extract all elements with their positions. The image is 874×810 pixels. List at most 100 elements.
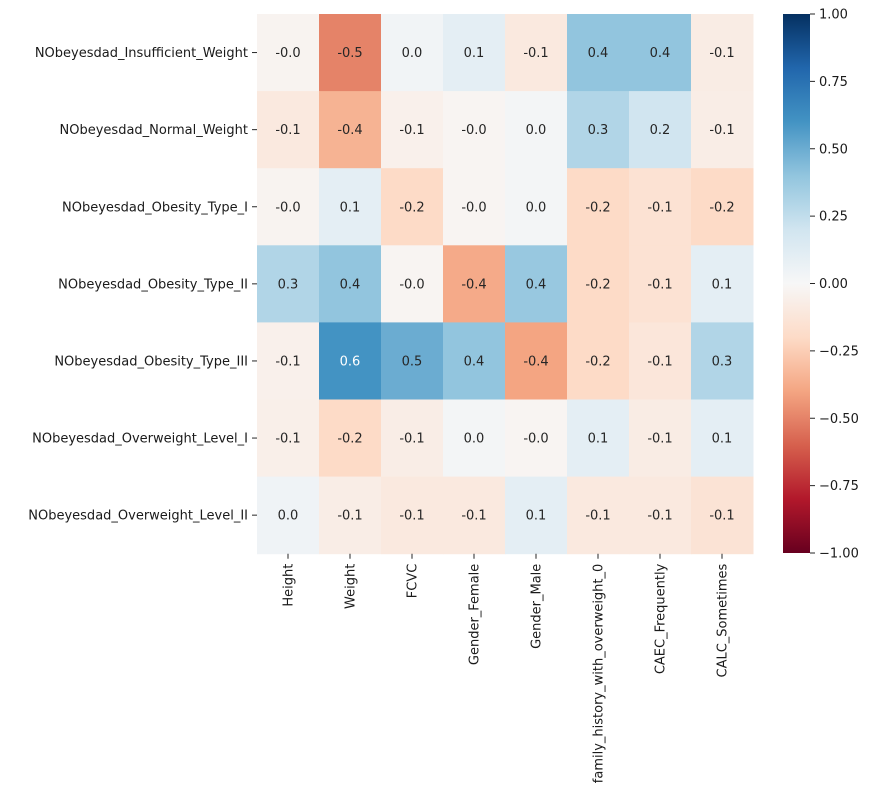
heatmap-cell xyxy=(629,245,692,323)
heatmap-cell xyxy=(629,399,692,478)
heatmap-cell-label: 0.4 xyxy=(526,277,547,292)
y-axis-tick-label: NObeyesdad_Overweight_Level_I xyxy=(32,432,248,447)
heatmap-cell-label: -0.2 xyxy=(709,200,734,215)
colorbar-tick-label: 0.50 xyxy=(819,142,848,157)
heatmap-cell xyxy=(319,245,382,323)
x-axis-tick-label: Weight xyxy=(344,564,359,609)
heatmap-cell-label: -0.1 xyxy=(647,509,672,524)
heatmap-cell xyxy=(381,322,444,400)
heatmap-cell xyxy=(443,399,506,478)
heatmap-cell xyxy=(443,245,506,323)
heatmap-cell xyxy=(691,245,754,323)
heatmap-cell-label: 0.1 xyxy=(464,46,485,61)
heatmap-cell xyxy=(629,91,692,169)
heatmap-cell-label: -0.1 xyxy=(461,509,486,524)
heatmap-cell-label: 0.0 xyxy=(526,123,547,138)
heatmap-cell xyxy=(257,91,320,169)
heatmap-cell-label: 0.4 xyxy=(340,277,361,292)
heatmap-cell xyxy=(505,245,568,323)
heatmap-cell xyxy=(567,476,630,555)
heatmap-cell xyxy=(629,14,692,92)
heatmap-cell xyxy=(505,168,568,246)
heatmap-cell-label: -0.5 xyxy=(337,46,362,61)
heatmap-cell-label: -0.4 xyxy=(337,123,362,138)
heatmap-cell-label: 0.2 xyxy=(650,123,671,138)
heatmap-cell-label: -0.1 xyxy=(399,432,424,447)
heatmap-cell xyxy=(567,322,630,400)
y-axis-tick-labels: NObeyesdad_Insufficient_Weight NObeyesdad… xyxy=(28,46,257,524)
heatmap-cell-label: -0.1 xyxy=(647,354,672,369)
heatmap-cell xyxy=(629,168,692,246)
heatmap-cell xyxy=(443,14,506,92)
heatmap-cell xyxy=(257,245,320,323)
x-axis-tick-label: Gender_Female xyxy=(468,564,483,665)
heatmap-cell-label: -0.0 xyxy=(523,432,548,447)
colorbar-tick-label: 0.25 xyxy=(819,210,848,225)
heatmap-cell xyxy=(443,322,506,400)
heatmap-cell xyxy=(567,399,630,478)
heatmap-cell-label: -0.2 xyxy=(399,200,424,215)
heatmap-cell-label: -0.1 xyxy=(337,509,362,524)
heatmap-cell-label: -0.0 xyxy=(275,46,300,61)
heatmap-cell-label: 0.1 xyxy=(340,200,361,215)
heatmap-cell xyxy=(691,168,754,246)
heatmap-cell xyxy=(381,245,444,323)
heatmap-cell-label: -0.2 xyxy=(585,200,610,215)
heatmap-cell-label: 0.4 xyxy=(650,46,671,61)
colorbar-gradient xyxy=(783,14,810,553)
heatmap-cell-label: -0.1 xyxy=(275,354,300,369)
x-axis-tick-label: CAEC_Frequently xyxy=(654,563,669,674)
heatmap-cell-label: -0.0 xyxy=(461,200,486,215)
heatmap-cell xyxy=(257,168,320,246)
heatmap-cell-label: -0.2 xyxy=(337,432,362,447)
colorbar-tick-label: −0.25 xyxy=(819,344,859,359)
heatmap-cell xyxy=(381,91,444,169)
heatmap-cell-label: -0.1 xyxy=(523,46,548,61)
heatmap-cell-label: -0.4 xyxy=(523,354,548,369)
y-axis-tick-label: NObeyesdad_Obesity_Type_II xyxy=(58,277,248,292)
colorbar-tick-label: 1.00 xyxy=(819,8,848,23)
heatmap-cell-label: 0.5 xyxy=(402,354,423,369)
heatmap-cell xyxy=(691,476,754,555)
heatmap-cell-label: 0.1 xyxy=(588,432,609,447)
heatmap-cell xyxy=(629,476,692,555)
heatmap-cell xyxy=(691,14,754,92)
y-axis-tick-label: NObeyesdad_Obesity_Type_I xyxy=(62,200,248,215)
x-axis-tick-label: CALC_Sometimes xyxy=(716,563,731,677)
x-axis-tick-label: Gender_Male xyxy=(530,564,545,649)
heatmap-cell xyxy=(319,91,382,169)
heatmap-cell-label: -0.1 xyxy=(709,509,734,524)
heatmap-cell-label: -0.1 xyxy=(647,277,672,292)
colorbar-tick-label: −0.50 xyxy=(819,412,859,427)
x-axis-tick-label: FCVC xyxy=(406,564,421,599)
x-axis-tick-label: family_history_with_overweight_0 xyxy=(592,564,607,784)
heatmap-cell xyxy=(257,14,320,92)
heatmap-cell xyxy=(257,399,320,478)
heatmap-cell xyxy=(257,322,320,400)
heatmap-cell xyxy=(567,168,630,246)
heatmap-cell-label: 0.4 xyxy=(464,354,485,369)
heatmap-cell-label: 0.0 xyxy=(464,432,485,447)
heatmap-cell-label: 0.3 xyxy=(712,354,733,369)
heatmap-cell-labels: -0.0 -0.5 0.0 0.1 -0.1 0.4 0.4 -0.1 -0.1 -0.4 -0.1… xyxy=(275,46,734,524)
y-axis-tick-label: NObeyesdad_Obesity_Type_III xyxy=(54,354,248,369)
heatmap-cell xyxy=(381,476,444,555)
heatmap-cell xyxy=(319,14,382,92)
heatmap-cell-label: 0.1 xyxy=(712,432,733,447)
y-axis-tick-label: NObeyesdad_Overweight_Level_II xyxy=(28,509,248,524)
heatmap-cell-label: 0.3 xyxy=(588,123,609,138)
y-axis-tick-label: NObeyesdad_Normal_Weight xyxy=(60,123,248,138)
heatmap-cell-label: 0.0 xyxy=(526,200,547,215)
heatmap-cell xyxy=(691,91,754,169)
heatmap-cell-label: 0.1 xyxy=(526,509,547,524)
heatmap-cell-label: 0.0 xyxy=(278,509,299,524)
heatmap-cell-label: -0.4 xyxy=(461,277,486,292)
heatmap-cell xyxy=(443,91,506,169)
heatmap-cell xyxy=(567,245,630,323)
colorbar-tick-label: −1.00 xyxy=(819,547,859,562)
x-axis-tick-label: Height xyxy=(282,564,297,607)
heatmap-cell xyxy=(505,14,568,92)
heatmap-cell-label: -0.1 xyxy=(399,123,424,138)
heatmap-cell xyxy=(381,399,444,478)
